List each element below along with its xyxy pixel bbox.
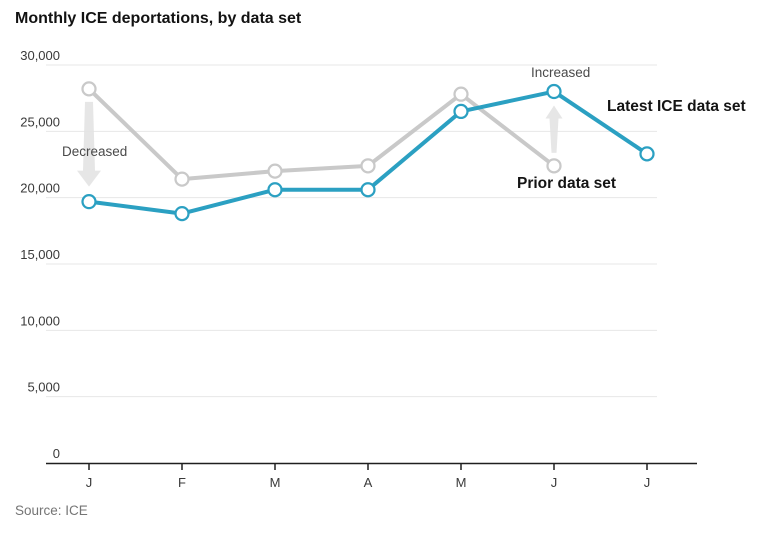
x-axis-label: A xyxy=(364,475,373,490)
chart-title: Monthly ICE deportations, by data set xyxy=(15,10,302,27)
y-axis-label: 30,000 xyxy=(20,48,60,63)
decreased-annotation: Decreased xyxy=(62,144,127,159)
x-axis-label: J xyxy=(644,475,651,490)
y-axis-label: 10,000 xyxy=(20,313,60,328)
data-point-marker-latest xyxy=(453,103,469,120)
y-axis-label: 15,000 xyxy=(20,247,60,262)
y-axis-label: 25,000 xyxy=(20,114,60,129)
prior-series-label: Prior data set xyxy=(517,175,616,192)
data-point-marker-latest xyxy=(174,205,190,222)
data-point-marker-latest xyxy=(267,182,283,198)
y-axis-label: 5,000 xyxy=(27,380,60,395)
data-point-marker-latest xyxy=(360,182,376,198)
data-point-marker-prior xyxy=(81,81,97,97)
source-note: Source: ICE xyxy=(15,503,88,518)
data-point-marker-latest xyxy=(546,83,562,100)
data-point-marker-prior xyxy=(267,163,283,179)
x-axis-label: J xyxy=(551,475,558,490)
x-axis-label: M xyxy=(456,475,467,490)
data-point-marker-prior xyxy=(174,171,190,187)
x-axis-label: F xyxy=(178,475,186,490)
data-point-marker-latest xyxy=(81,194,97,210)
series-line-prior xyxy=(87,86,556,182)
increased-arrow-icon xyxy=(545,105,563,153)
increased-annotation: Increased xyxy=(531,65,590,80)
data-point-marker-prior xyxy=(546,158,562,174)
x-axis-label: M xyxy=(270,475,281,490)
decreased-arrow-icon xyxy=(77,101,101,187)
y-axis-label: 20,000 xyxy=(20,181,60,196)
y-axis-label: 0 xyxy=(53,446,60,461)
x-axis-label: J xyxy=(86,475,93,490)
latest-series-label: Latest ICE data set xyxy=(607,98,746,115)
data-point-marker-prior xyxy=(453,86,469,102)
data-point-marker-latest xyxy=(639,146,655,162)
data-point-marker-prior xyxy=(360,158,376,174)
